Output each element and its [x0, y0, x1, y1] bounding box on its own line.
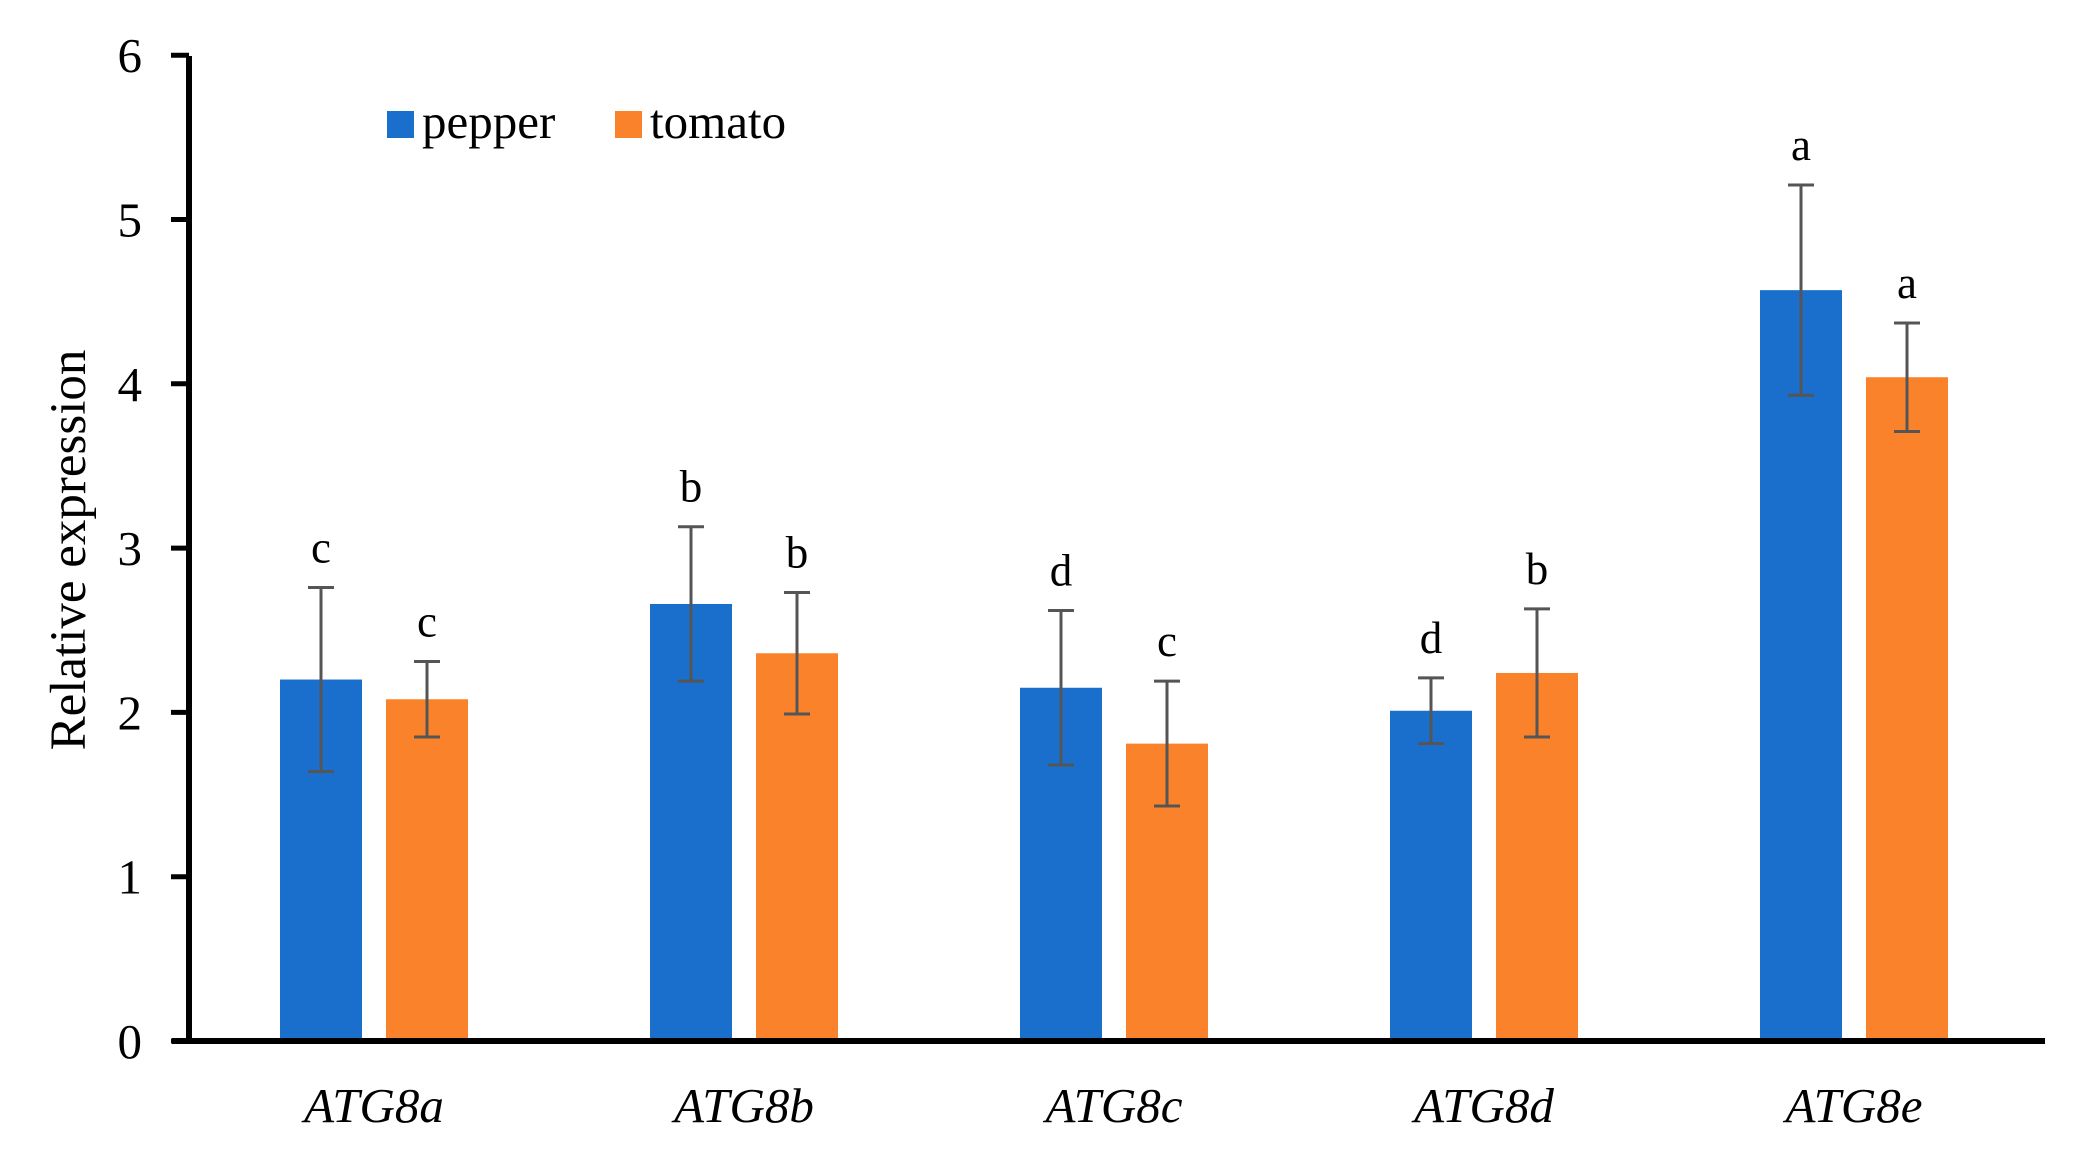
x-category-label: ATG8a	[301, 1078, 444, 1133]
significance-label-tomato: c	[1157, 616, 1177, 666]
significance-label-pepper: a	[1791, 120, 1811, 170]
y-axis-ticks: 0 1 2 3 4 5 6	[118, 28, 189, 1069]
legend-label-tomato: tomato	[650, 94, 786, 149]
legend-swatch-pepper	[387, 111, 414, 138]
y-tick-label: 5	[118, 193, 143, 248]
y-tick-label: 4	[118, 357, 143, 412]
significance-label-tomato: b	[1526, 544, 1549, 594]
significance-label-pepper: d	[1050, 546, 1073, 596]
legend-swatch-tomato	[615, 111, 642, 138]
legend-label-pepper: pepper	[422, 94, 555, 149]
bar-tomato	[386, 699, 468, 1041]
x-category-label: ATG8e	[1783, 1078, 1923, 1133]
y-tick-label: 1	[118, 850, 143, 905]
significance-label-pepper: c	[311, 523, 331, 573]
legend: pepper tomato	[387, 94, 786, 149]
significance-label-tomato: a	[1897, 258, 1917, 308]
x-axis-categories: ATG8a ATG8b ATG8c ATG8d ATG8e	[301, 1078, 1922, 1133]
significance-label-tomato: b	[786, 527, 809, 577]
y-axis-title: Relative expression	[41, 350, 97, 751]
x-category-label: ATG8d	[1411, 1078, 1554, 1133]
y-tick-label: 3	[118, 521, 143, 576]
y-tick-label: 2	[118, 685, 143, 740]
bar-pepper	[1390, 710, 1472, 1041]
bar-tomato	[756, 653, 838, 1041]
significance-label-tomato: c	[417, 596, 437, 646]
significance-label-pepper: b	[680, 462, 703, 512]
bar-pepper	[1760, 290, 1842, 1041]
x-category-label: ATG8c	[1043, 1078, 1183, 1133]
y-tick-label: 0	[118, 1014, 143, 1069]
bar-tomato	[1866, 377, 1948, 1041]
y-tick-label: 6	[118, 28, 143, 83]
bars-layer: c c b b d c d b a a	[280, 120, 1948, 1041]
x-category-label: ATG8b	[671, 1078, 814, 1133]
significance-label-pepper: d	[1420, 613, 1443, 663]
